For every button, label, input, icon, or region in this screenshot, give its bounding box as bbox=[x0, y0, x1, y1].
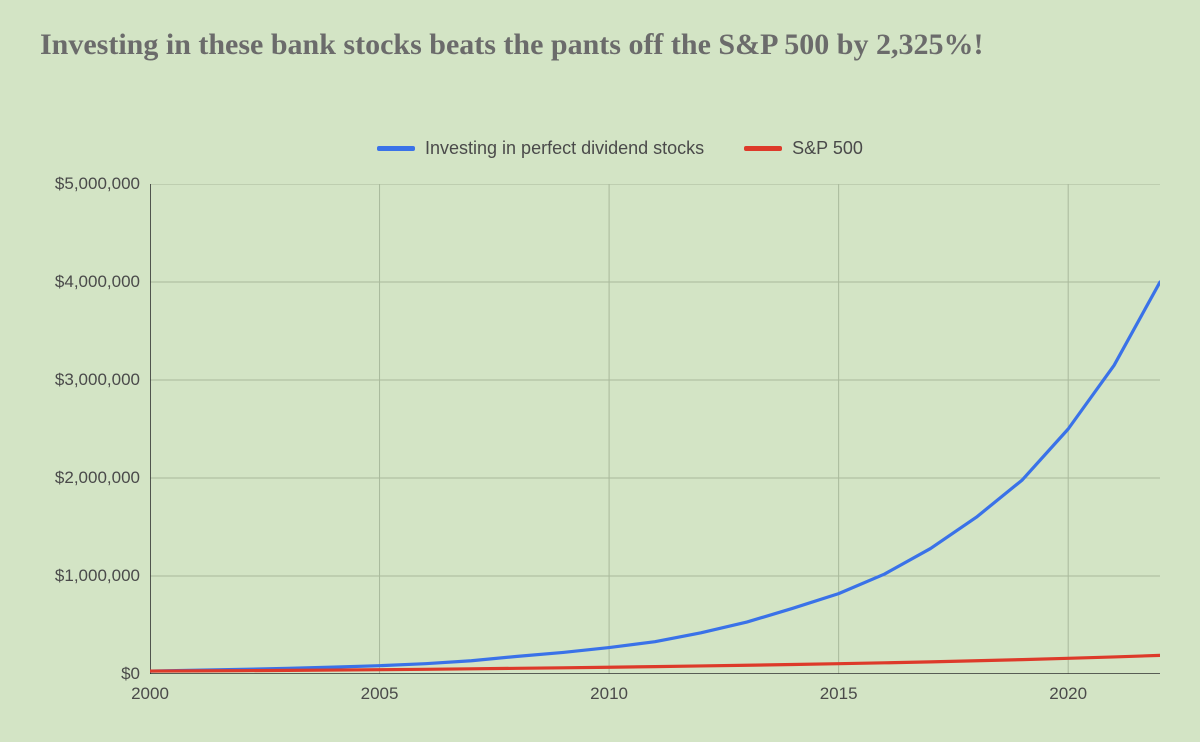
y-axis-label: $5,000,000 bbox=[55, 174, 140, 194]
y-axis-label: $0 bbox=[121, 664, 140, 684]
chart-title: Investing in these bank stocks beats the… bbox=[40, 28, 1140, 63]
y-axis-label: $4,000,000 bbox=[55, 272, 140, 292]
legend-swatch bbox=[377, 146, 415, 151]
legend-item: Investing in perfect dividend stocks bbox=[377, 138, 704, 159]
chart-plot-area: $0$1,000,000$2,000,000$3,000,000$4,000,0… bbox=[150, 184, 1160, 674]
legend-item: S&P 500 bbox=[744, 138, 863, 159]
legend-label: S&P 500 bbox=[792, 138, 863, 159]
x-axis-label: 2015 bbox=[820, 684, 858, 704]
x-axis-label: 2010 bbox=[590, 684, 628, 704]
x-axis-label: 2005 bbox=[361, 684, 399, 704]
y-axis-label: $3,000,000 bbox=[55, 370, 140, 390]
y-axis-label: $1,000,000 bbox=[55, 566, 140, 586]
x-axis-label: 2020 bbox=[1049, 684, 1087, 704]
y-axis-label: $2,000,000 bbox=[55, 468, 140, 488]
x-axis-label: 2000 bbox=[131, 684, 169, 704]
legend-label: Investing in perfect dividend stocks bbox=[425, 138, 704, 159]
legend-swatch bbox=[744, 146, 782, 151]
chart-container: Investing in these bank stocks beats the… bbox=[0, 0, 1200, 742]
chart-svg bbox=[150, 184, 1160, 674]
chart-legend: Investing in perfect dividend stocks S&P… bbox=[377, 138, 863, 159]
